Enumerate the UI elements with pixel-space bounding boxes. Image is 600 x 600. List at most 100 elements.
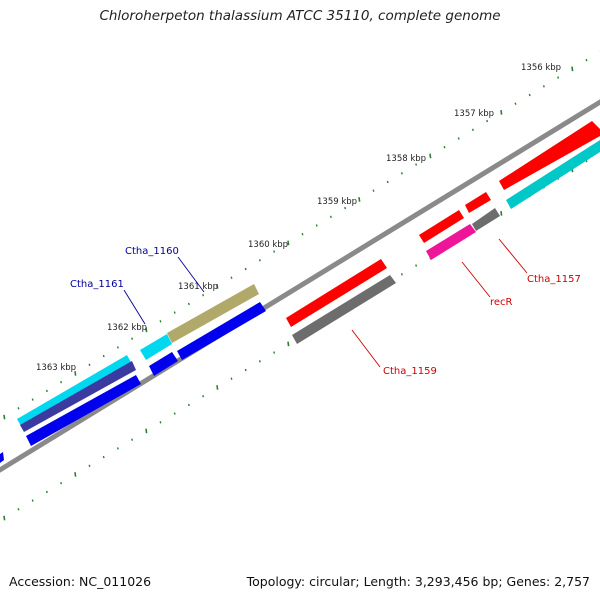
features-inner-track <box>0 284 266 463</box>
scale-tick-inner <box>287 240 290 246</box>
scale-tick-outer <box>230 377 233 380</box>
scale-tick-outer <box>31 499 34 502</box>
scale-tick-inner <box>131 337 134 340</box>
scale-tick-outer <box>88 464 91 468</box>
feature-small-red[interactable] <box>465 192 491 213</box>
feature-cyan-small[interactable] <box>140 334 172 360</box>
scale-tick-outer <box>273 351 276 354</box>
accession-text: Accession: NC_011026 <box>9 574 152 589</box>
scale-tick-inner <box>60 380 63 384</box>
leader-lines <box>123 238 528 368</box>
gene-label-ctha-1159[interactable]: Ctha_1159 <box>383 366 437 377</box>
scale-tick-inner <box>443 145 446 149</box>
scale-tick-inner <box>457 137 460 140</box>
gene-label-ctha-1160[interactable]: Ctha_1160 <box>125 246 179 257</box>
feature-blue-long[interactable] <box>177 302 266 360</box>
scale-tick-inner <box>372 189 375 192</box>
scale-label-1359: 1359 kbp <box>317 197 357 207</box>
scale-tick-inner <box>173 311 176 314</box>
scale-tick-inner <box>45 389 48 393</box>
scale-tick-inner <box>244 267 247 271</box>
scale-tick-inner <box>415 163 418 166</box>
scale-label-1361: 1361 kbp <box>178 282 218 292</box>
scale-label-1356: 1356 kbp <box>521 63 561 73</box>
scale-tick-outer <box>173 412 176 415</box>
scale-tick-inner <box>187 302 190 306</box>
scale-tick-inner <box>216 284 219 289</box>
feature-ctha-1159-lower[interactable] <box>292 275 396 344</box>
scale-tick-inner <box>273 250 276 253</box>
scale-tick-outer <box>202 394 205 398</box>
feature-small-grey[interactable] <box>472 208 500 231</box>
feature-blue-edge[interactable] <box>0 452 4 463</box>
feature-ctha-1157-cyan[interactable] <box>506 140 600 209</box>
scale-tick-inner <box>528 93 531 97</box>
scale-tick-inner <box>400 172 403 175</box>
feature-dark-blue[interactable] <box>20 361 136 432</box>
feature-recr[interactable] <box>426 224 476 260</box>
scale-tick-inner <box>159 320 162 323</box>
gene-label-ctha-1161[interactable]: Ctha_1161 <box>70 279 124 290</box>
map-title: Chloroherpeton thalassium ATCC 35110, co… <box>99 8 501 24</box>
scale-tick-outer <box>159 421 162 424</box>
scale-tick-outer <box>131 438 134 441</box>
scale-tick-outer <box>17 508 20 511</box>
scale-tick-outer <box>45 490 48 494</box>
scale-tick-inner <box>3 414 6 420</box>
scale-tick-outer <box>287 341 290 347</box>
scale-tick-inner <box>17 407 20 410</box>
scale-tick-inner <box>386 180 389 184</box>
scale-tick-outer <box>216 385 219 390</box>
gene-label-ctha-1157[interactable]: Ctha_1157 <box>527 274 581 285</box>
scale-tick-inner <box>116 346 119 349</box>
gene-label-recr[interactable]: recR <box>490 297 513 308</box>
scale-label-1362: 1362 kbp <box>107 323 147 333</box>
scale-tick-inner <box>542 85 545 88</box>
scale-tick-inner <box>344 206 347 210</box>
scale-tick-outer <box>116 447 119 450</box>
scale-tick-inner <box>102 354 105 358</box>
scale-tick-inner <box>315 224 318 227</box>
scale-tick-inner <box>557 76 560 79</box>
scale-tick-inner <box>88 363 91 367</box>
feature-ctha-1158[interactable] <box>419 210 464 243</box>
scale-tick-inner <box>585 58 588 62</box>
scale-tick-outer <box>400 273 403 276</box>
features-outer-track <box>286 121 600 344</box>
genome-backbone <box>0 99 600 473</box>
feature-ctha-1161[interactable] <box>17 355 132 428</box>
scale-tick-outer <box>244 368 247 372</box>
feature-ctha-1157[interactable] <box>499 121 600 190</box>
feature-blue-small[interactable] <box>149 352 178 376</box>
scale-tick-inner <box>145 327 148 333</box>
scale-tick-inner <box>500 109 503 115</box>
feature-blue-lower[interactable] <box>26 375 141 446</box>
scale-tick-outer <box>145 428 148 434</box>
feature-ctha-1160[interactable] <box>167 284 259 343</box>
scale-label-1360: 1360 kbp <box>248 240 288 250</box>
scale-tick-outer <box>187 403 190 407</box>
scale-tick-inner <box>486 119 489 123</box>
scale-tick-outer <box>102 455 105 459</box>
scale-label-1357: 1357 kbp <box>454 109 494 119</box>
scale-tick-outer <box>3 515 6 521</box>
scale-tick-outer <box>415 264 418 267</box>
scale-labels: 1356 kbp 1357 kbp 1358 kbp 1359 kbp 1360… <box>36 63 561 373</box>
scale-tick-inner <box>514 102 517 105</box>
scale-tick-inner <box>358 197 361 202</box>
scale-tick-inner <box>258 259 261 262</box>
scale-tick-inner <box>471 128 474 132</box>
scale-tick-inner <box>31 398 34 401</box>
scale-tick-inner <box>329 215 332 219</box>
scale-tick-outer <box>74 472 77 477</box>
scale-tick-outer <box>258 360 261 363</box>
scale-tick-outer <box>60 481 63 485</box>
scale-tick-inner <box>202 293 205 297</box>
scale-tick-outer <box>500 210 503 216</box>
scale-tick-inner <box>571 66 574 72</box>
scale-label-1358: 1358 kbp <box>386 154 426 164</box>
scale-label-1363: 1363 kbp <box>36 363 76 373</box>
feature-ctha-1159[interactable] <box>286 259 387 327</box>
